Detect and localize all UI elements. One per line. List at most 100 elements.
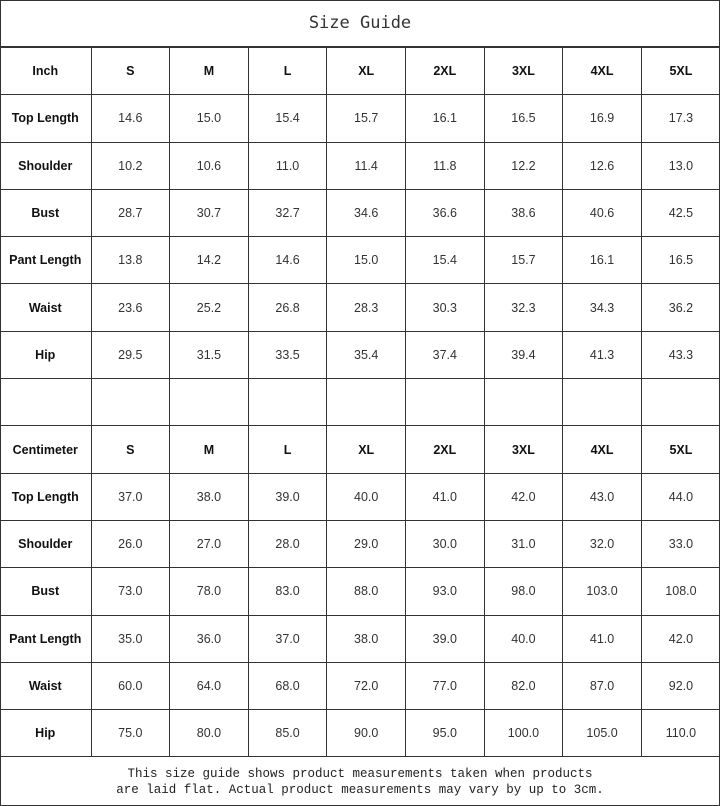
measurement-value: 39.4 <box>483 330 564 380</box>
empty-cell <box>562 378 642 427</box>
table-row: Waist 60.0 64.0 68.0 72.0 77.0 82.0 87.0 92.0 <box>0 661 720 711</box>
measurement-value: 41.0 <box>562 614 642 663</box>
measurement-value: 11.4 <box>326 141 406 190</box>
measurement-value: 11.0 <box>247 141 328 190</box>
measurement-value: 78.0 <box>169 567 249 616</box>
measurement-value: 108.0 <box>640 567 720 616</box>
measurement-value: 38.0 <box>326 614 406 663</box>
size-header: 5XL <box>640 46 720 96</box>
table-row: Hip 75.0 80.0 85.0 90.0 95.0 100.0 105.0 110.0 <box>0 709 720 758</box>
measurement-value: 16.9 <box>562 94 642 143</box>
measurement-value: 80.0 <box>169 709 249 758</box>
measurement-value: 29.5 <box>90 330 171 380</box>
measurement-label: Shoulder <box>0 141 92 190</box>
measurement-value: 44.0 <box>640 472 720 521</box>
measurement-value: 12.6 <box>562 141 642 190</box>
empty-cell <box>326 378 406 427</box>
measurement-value: 105.0 <box>562 709 642 758</box>
table-row: Top Length 37.0 38.0 39.0 40.0 41.0 42.0 43.0 44… <box>0 472 720 521</box>
measurement-value: 16.1 <box>405 94 485 143</box>
measurement-value: 15.0 <box>169 94 249 143</box>
measurement-value: 73.0 <box>90 567 171 616</box>
measurement-label: Hip <box>0 709 92 758</box>
empty-cell <box>169 378 249 427</box>
measurement-value: 36.2 <box>640 283 720 332</box>
size-header: L <box>247 46 328 96</box>
table-row: Hip 29.5 31.5 33.5 35.4 37.4 39.4 41.3 43.3 <box>0 330 720 380</box>
measurement-value: 60.0 <box>90 661 171 711</box>
measurement-value: 32.7 <box>247 188 328 238</box>
empty-cell <box>247 378 328 427</box>
empty-cell <box>0 378 92 427</box>
measurement-value: 40.0 <box>483 614 564 663</box>
table-row: Bust 73.0 78.0 83.0 88.0 93.0 98.0 103.0 108.0 <box>0 567 720 616</box>
measurement-value: 15.4 <box>247 94 328 143</box>
size-table: Inch S M L XL 2XL 3XL 4XL 5XL Top Length 14.6 15.0 1… <box>0 46 720 758</box>
measurement-value: 11.8 <box>405 141 485 190</box>
measurement-value: 31.0 <box>483 519 564 569</box>
measurement-value: 28.7 <box>90 188 171 238</box>
measurement-value: 41.3 <box>562 330 642 380</box>
size-guide-note: This size guide shows product measuremen… <box>0 757 720 806</box>
measurement-value: 14.6 <box>90 94 171 143</box>
measurement-value: 95.0 <box>405 709 485 758</box>
measurement-value: 42.0 <box>483 472 564 521</box>
measurement-value: 103.0 <box>562 567 642 616</box>
measurement-value: 43.3 <box>640 330 720 380</box>
measurement-value: 110.0 <box>640 709 720 758</box>
measurement-label: Shoulder <box>0 519 92 569</box>
measurement-value: 98.0 <box>483 567 564 616</box>
measurement-label: Pant Length <box>0 614 92 663</box>
measurement-value: 17.3 <box>640 94 720 143</box>
table-row: Shoulder 26.0 27.0 28.0 29.0 30.0 31.0 32.0 33.0 <box>0 519 720 569</box>
size-header: 2XL <box>405 46 485 96</box>
measurement-value: 31.5 <box>169 330 249 380</box>
measurement-value: 30.7 <box>169 188 249 238</box>
unit-header: Inch <box>0 46 92 96</box>
measurement-value: 28.3 <box>326 283 406 332</box>
size-header: M <box>169 46 249 96</box>
measurement-label: Bust <box>0 567 92 616</box>
measurement-value: 39.0 <box>247 472 328 521</box>
measurement-label: Top Length <box>0 472 92 521</box>
size-header: 4XL <box>562 425 642 474</box>
header-row: Centimeter S M L XL 2XL 3XL 4XL 5XL <box>0 425 720 474</box>
measurement-value: 40.6 <box>562 188 642 238</box>
measurement-value: 34.3 <box>562 283 642 332</box>
measurement-label: Pant Length <box>0 236 92 285</box>
measurement-value: 36.0 <box>169 614 249 663</box>
measurement-value: 27.0 <box>169 519 249 569</box>
measurement-value: 82.0 <box>483 661 564 711</box>
measurement-label: Top Length <box>0 94 92 143</box>
measurement-value: 34.6 <box>326 188 406 238</box>
measurement-value: 42.5 <box>640 188 720 238</box>
empty-cell <box>90 378 171 427</box>
note-line-1: This size guide shows product measuremen… <box>127 766 593 781</box>
size-header: L <box>247 425 328 474</box>
size-header: S <box>90 46 171 96</box>
unit-header: Centimeter <box>0 425 92 474</box>
measurement-value: 13.8 <box>90 236 171 285</box>
table-row: Top Length 14.6 15.0 15.4 15.7 16.1 16.5 16.9 17… <box>0 94 720 143</box>
measurement-value: 10.6 <box>169 141 249 190</box>
size-header: M <box>169 425 249 474</box>
measurement-value: 14.2 <box>169 236 249 285</box>
measurement-value: 16.5 <box>640 236 720 285</box>
measurement-value: 83.0 <box>247 567 328 616</box>
empty-cell <box>405 378 485 427</box>
measurement-value: 15.4 <box>405 236 485 285</box>
measurement-value: 30.0 <box>405 519 485 569</box>
size-header: 5XL <box>640 425 720 474</box>
measurement-value: 12.2 <box>483 141 564 190</box>
measurement-label: Waist <box>0 283 92 332</box>
measurement-value: 15.0 <box>326 236 406 285</box>
size-header: 3XL <box>483 425 564 474</box>
measurement-label: Waist <box>0 661 92 711</box>
spacer-row <box>0 378 720 427</box>
measurement-value: 68.0 <box>247 661 328 711</box>
measurement-value: 32.0 <box>562 519 642 569</box>
size-header: 3XL <box>483 46 564 96</box>
page-title: Size Guide <box>0 0 720 47</box>
measurement-value: 100.0 <box>483 709 564 758</box>
measurement-value: 23.6 <box>90 283 171 332</box>
